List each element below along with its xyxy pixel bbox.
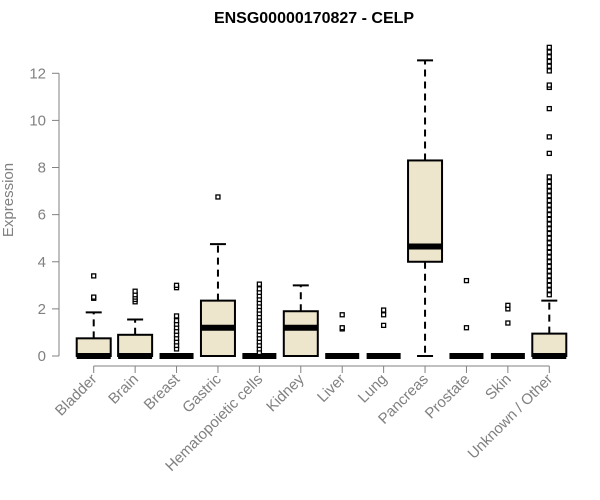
box-unknown-other bbox=[531, 44, 568, 359]
y-tick-label: 0 bbox=[38, 348, 46, 365]
outlier-point bbox=[546, 82, 552, 88]
box-hematopoietic-cells bbox=[242, 281, 277, 359]
outlier-point bbox=[546, 211, 552, 218]
box-iqr bbox=[531, 332, 568, 358]
outlier-point bbox=[546, 54, 552, 60]
outlier-point bbox=[380, 322, 387, 329]
outlier-point bbox=[546, 268, 552, 274]
outlier-point bbox=[546, 68, 552, 74]
outlier-point bbox=[215, 194, 221, 200]
outlier-point bbox=[546, 188, 552, 194]
outlier-point bbox=[546, 287, 552, 293]
x-tick-label: Brain bbox=[105, 371, 142, 408]
outlier-point bbox=[463, 277, 470, 284]
outlier-point bbox=[339, 312, 345, 318]
chart-title: ENSG00000170827 - CELP bbox=[214, 10, 414, 27]
outlier-point bbox=[463, 325, 470, 331]
box-gastric bbox=[199, 194, 236, 357]
outlier-point bbox=[546, 230, 552, 237]
outlier-point bbox=[91, 273, 97, 279]
outlier-point bbox=[546, 174, 552, 180]
outlier-point bbox=[173, 318, 180, 324]
y-tick-label: 8 bbox=[38, 160, 46, 177]
box-lung bbox=[366, 307, 401, 359]
outlier-point bbox=[505, 302, 511, 308]
x-tick-label: Liver bbox=[314, 371, 349, 406]
outlier-point bbox=[546, 277, 552, 284]
outlier-point bbox=[546, 207, 552, 213]
outlier-point bbox=[173, 313, 180, 319]
box-liver bbox=[325, 312, 360, 359]
outlier-point bbox=[546, 216, 552, 222]
outlier-point bbox=[546, 263, 552, 270]
box-iqr bbox=[282, 310, 319, 358]
outlier-point bbox=[546, 221, 552, 227]
outlier-point bbox=[546, 44, 552, 51]
outlier-point bbox=[546, 249, 552, 255]
outlier-point bbox=[546, 58, 552, 65]
outlier-point bbox=[380, 312, 387, 318]
outlier-point bbox=[91, 294, 97, 300]
y-tick-label: 12 bbox=[29, 65, 46, 82]
outlier-point bbox=[546, 134, 552, 140]
box-skin bbox=[490, 302, 525, 359]
x-tick-label: Lung bbox=[355, 371, 391, 407]
y-axis-label: Expression bbox=[0, 163, 17, 237]
outlier-point bbox=[546, 150, 552, 157]
outlier-point bbox=[505, 320, 511, 326]
outlier-point bbox=[546, 202, 552, 208]
outlier-point bbox=[546, 273, 552, 279]
y-tick-label: 2 bbox=[38, 301, 46, 318]
x-tick-label: Bladder bbox=[52, 371, 101, 420]
x-tick-label: Prostate bbox=[422, 371, 474, 423]
x-tick-label: Breast bbox=[141, 370, 184, 413]
outlier-point bbox=[546, 226, 552, 232]
box-brain bbox=[117, 288, 154, 359]
outlier-point bbox=[546, 292, 552, 298]
box-breast bbox=[159, 282, 194, 359]
box-bladder bbox=[75, 273, 112, 359]
outlier-point bbox=[546, 63, 552, 69]
outlier-point bbox=[546, 282, 552, 288]
box-prostate bbox=[449, 277, 484, 359]
outlier-point bbox=[380, 307, 387, 313]
box-kidney bbox=[282, 284, 319, 358]
outlier-point bbox=[256, 281, 263, 287]
outlier-point bbox=[132, 288, 138, 294]
y-tick-label: 6 bbox=[38, 207, 46, 224]
outlier-point bbox=[546, 197, 552, 204]
outlier-point bbox=[546, 183, 552, 190]
y-axis: 0 2 4 6 8 10 12 bbox=[29, 65, 60, 365]
outlier-point bbox=[546, 235, 552, 241]
outlier-point bbox=[546, 105, 552, 112]
boxes-group bbox=[75, 44, 568, 359]
outlier-point bbox=[546, 49, 552, 55]
outlier-point bbox=[256, 286, 263, 292]
outlier-point bbox=[546, 240, 552, 246]
x-tick-label: Skin bbox=[482, 371, 515, 404]
outlier-point bbox=[173, 282, 180, 288]
box-iqr bbox=[117, 333, 154, 357]
outlier-point bbox=[546, 254, 552, 260]
outlier-point bbox=[546, 193, 552, 199]
outlier-point bbox=[546, 259, 552, 265]
outlier-point bbox=[546, 244, 552, 251]
outlier-point bbox=[339, 325, 345, 331]
x-tick-label: Kidney bbox=[263, 370, 308, 415]
box-pancreas bbox=[407, 59, 444, 357]
y-tick-label: 10 bbox=[29, 112, 46, 129]
y-tick-label: 4 bbox=[38, 254, 46, 271]
outlier-point bbox=[546, 179, 552, 185]
